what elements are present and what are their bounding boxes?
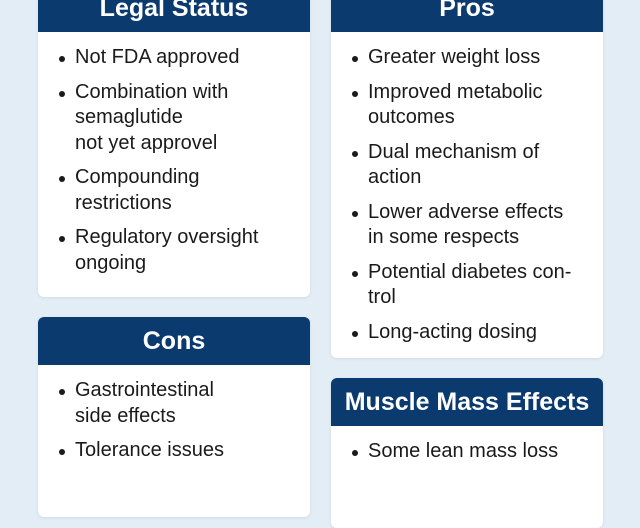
item-text: Potential diabetes con- trol — [368, 260, 572, 309]
bullet-icon — [59, 389, 65, 395]
list-item: Regulatory oversight ongoing — [38, 225, 310, 276]
item-text: Some lean mass loss — [368, 440, 559, 462]
item-text: Regulatory oversight ongoing — [75, 226, 259, 274]
bullet-icon — [352, 210, 358, 217]
cons-card: Cons Gastrointestinal side effects Toler… — [38, 317, 310, 517]
list-item: Combination with semaglutide not yet app… — [38, 80, 310, 157]
card-title: Cons — [38, 317, 310, 365]
list-item: Compounding restrictions — [38, 165, 310, 216]
list-item: Improved metabolic outcomes — [331, 80, 603, 131]
card-title: Legal Status — [38, 0, 310, 32]
legal-status-list: Not FDA approved Combination with semagl… — [38, 32, 310, 276]
bullet-icon — [352, 270, 358, 277]
item-text: Tolerance issues — [75, 439, 224, 461]
item-text: Combination with semaglutide not yet app… — [75, 80, 229, 154]
card-title: Muscle Mass Effects — [331, 378, 603, 426]
list-item: Dual mechanism of action — [331, 140, 603, 191]
bullet-icon — [352, 56, 358, 62]
bullet-icon — [59, 449, 65, 455]
item-text: Lower adverse effects in some respects — [368, 200, 564, 249]
bullet-icon — [59, 56, 65, 62]
pros-list: Greater weight loss Improved metabolic o… — [331, 32, 603, 345]
bullet-icon — [352, 330, 358, 337]
bullet-icon — [59, 236, 65, 242]
list-item: Potential diabetes con- trol — [331, 260, 603, 311]
item-text: Improved metabolic outcomes — [368, 80, 543, 129]
item-text: Compounding restrictions — [75, 166, 200, 214]
legal-status-card: Legal Status Not FDA approved Combinatio… — [38, 0, 310, 297]
pros-card: Pros Greater weight loss Improved metabo… — [331, 0, 603, 358]
item-text: Long-acting dosing — [368, 320, 538, 343]
cons-list: Gastrointestinal side effects Tolerance … — [38, 365, 310, 464]
list-item: Tolerance issues — [38, 438, 310, 464]
item-text: Gastrointestinal side effects — [75, 379, 214, 427]
list-item: Not FDA approved — [38, 45, 310, 71]
bullet-icon — [352, 90, 358, 97]
item-text: Greater weight loss — [368, 46, 541, 68]
item-text: Not FDA approved — [75, 46, 240, 68]
bullet-icon — [59, 90, 65, 97]
bullet-icon — [352, 450, 358, 456]
muscle-mass-card: Muscle Mass Effects Some lean mass loss — [331, 378, 603, 528]
list-item: Greater weight loss — [331, 45, 603, 71]
list-item: Lower adverse effects in some respects — [331, 200, 603, 251]
list-item: Long-acting dosing — [331, 320, 603, 346]
bullet-icon — [59, 176, 65, 182]
list-item: Gastrointestinal side effects — [38, 378, 310, 429]
item-text: Dual mechanism of action — [368, 140, 540, 189]
muscle-mass-list: Some lean mass loss — [331, 426, 603, 465]
bullet-icon — [352, 150, 358, 157]
list-item: Some lean mass loss — [331, 439, 603, 465]
card-title: Pros — [331, 0, 603, 32]
